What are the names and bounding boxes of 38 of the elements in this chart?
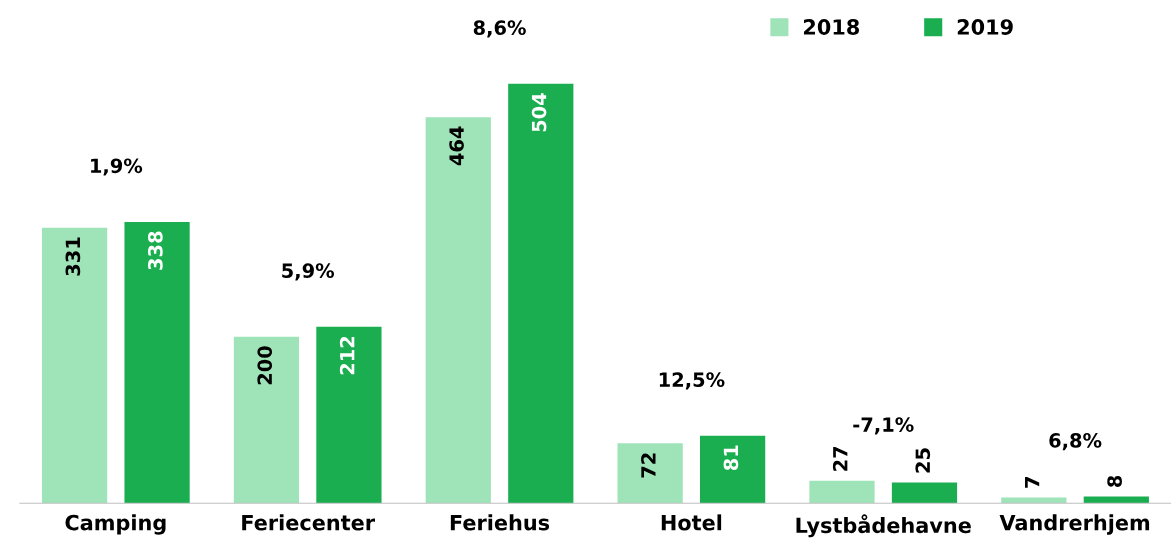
bar bbox=[508, 83, 574, 504]
annotation: 1,9% bbox=[91, 158, 143, 176]
data-label: 72 bbox=[641, 453, 656, 478]
data-label: 81 bbox=[723, 445, 739, 471]
bar bbox=[700, 435, 766, 504]
bar bbox=[124, 222, 190, 504]
data-label: 338 bbox=[148, 231, 163, 270]
bar bbox=[1083, 496, 1149, 504]
data-label: 8 bbox=[1107, 475, 1122, 488]
text: 8,6% bbox=[473, 20, 526, 38]
data-label: 212 bbox=[339, 336, 355, 375]
x-tick-label: Vandrerhjem bbox=[999, 514, 1150, 535]
x-tick-label: Lystbådehavne bbox=[796, 514, 971, 538]
bar bbox=[41, 227, 108, 504]
data-label: 27 bbox=[832, 446, 848, 471]
bar bbox=[617, 443, 683, 504]
data-label: 331 bbox=[65, 237, 81, 276]
data-label: 200 bbox=[257, 346, 273, 385]
data-label: 25 bbox=[915, 448, 931, 473]
bar bbox=[425, 117, 491, 504]
legend-label: 2019 bbox=[957, 19, 1013, 35]
bar bbox=[891, 482, 958, 504]
bar bbox=[233, 336, 300, 504]
bar bbox=[1001, 497, 1067, 504]
data-label: 464 bbox=[449, 126, 464, 166]
x-tick-label: Feriecenter bbox=[242, 514, 375, 531]
x-tick-label: Hotel bbox=[661, 514, 722, 531]
x-tick-label: Feriehus bbox=[450, 514, 550, 531]
x-tick-label: Camping bbox=[65, 514, 166, 535]
bar bbox=[809, 480, 875, 504]
data-label: 7 bbox=[1025, 477, 1040, 488]
annotation: 5,9% bbox=[282, 263, 335, 281]
annotation: 6,8% bbox=[1049, 433, 1102, 451]
annotation: 12,5% bbox=[659, 372, 725, 390]
annotation: -7,1% bbox=[853, 417, 914, 435]
data-label: 504 bbox=[531, 93, 547, 132]
bar bbox=[316, 326, 382, 504]
legend-label: 2018 bbox=[803, 19, 860, 35]
